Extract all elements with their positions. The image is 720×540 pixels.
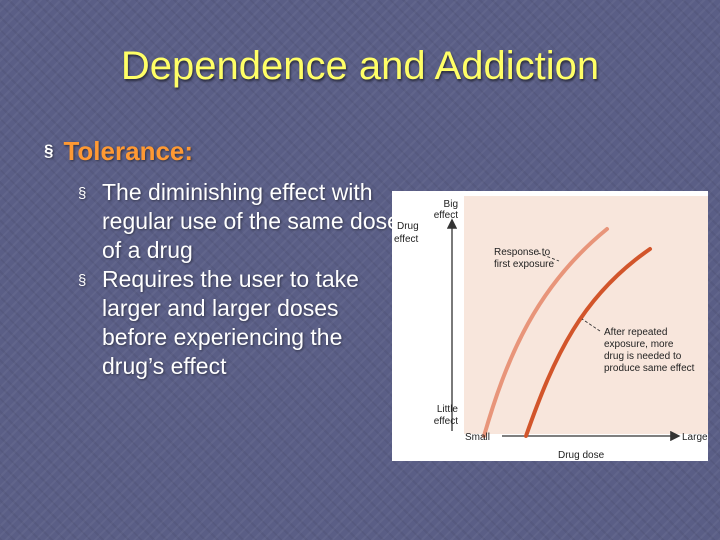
sub-bullet-definition: § The diminishing effect with regular us…: [76, 178, 406, 265]
callout-repeated-line3: drug is needed to: [604, 351, 682, 362]
x-axis-title: Drug dose: [558, 450, 605, 461]
y-axis-title-line2: effect: [394, 234, 418, 245]
y-bottom-label-line1: Little: [437, 404, 459, 415]
sub-bullet-list: § The diminishing effect with regular us…: [76, 178, 406, 381]
sub-bullet-marker-icon: §: [78, 185, 87, 202]
callout-repeated-leader: [581, 318, 601, 332]
bullet-tolerance: § Tolerance:: [44, 136, 193, 167]
y-top-label-line1: Big: [444, 199, 458, 210]
sub-bullet-text: Requires the user to take larger and lar…: [102, 266, 359, 379]
sub-bullet-marker-icon: §: [78, 272, 87, 289]
x-right-label: Large: [682, 432, 708, 443]
y-axis-title-line1: Drug: [397, 221, 419, 232]
callout-repeated-line1: After repeated: [604, 327, 667, 338]
callout-first-line1: Response to: [494, 247, 551, 258]
x-left-label: Small: [465, 432, 490, 443]
y-bottom-label-line2: effect: [434, 416, 458, 427]
callout-first-line2: first exposure: [494, 259, 554, 270]
sub-bullet-text: The diminishing effect with regular use …: [102, 179, 400, 263]
callout-first-leader: [537, 252, 560, 262]
sub-bullet-larger-doses: § Requires the user to take larger and l…: [76, 265, 406, 381]
callout-repeated-line2: exposure, more: [604, 339, 674, 350]
first-exposure-curve: [482, 227, 609, 438]
bullet-tolerance-label: Tolerance:: [63, 136, 194, 166]
slide-title: Dependence and Addiction: [120, 44, 600, 88]
diagram-panel: [464, 196, 708, 434]
repeated-exposure-curve: [524, 247, 652, 438]
bullet-marker-icon: §: [44, 141, 54, 160]
y-top-label-line2: effect: [434, 210, 458, 221]
tolerance-diagram-svg: Drug effect Big effect Little effect Sma…: [394, 196, 708, 461]
callout-repeated-line4: produce same effect: [604, 363, 695, 374]
tolerance-diagram: Drug effect Big effect Little effect Sma…: [392, 191, 708, 461]
